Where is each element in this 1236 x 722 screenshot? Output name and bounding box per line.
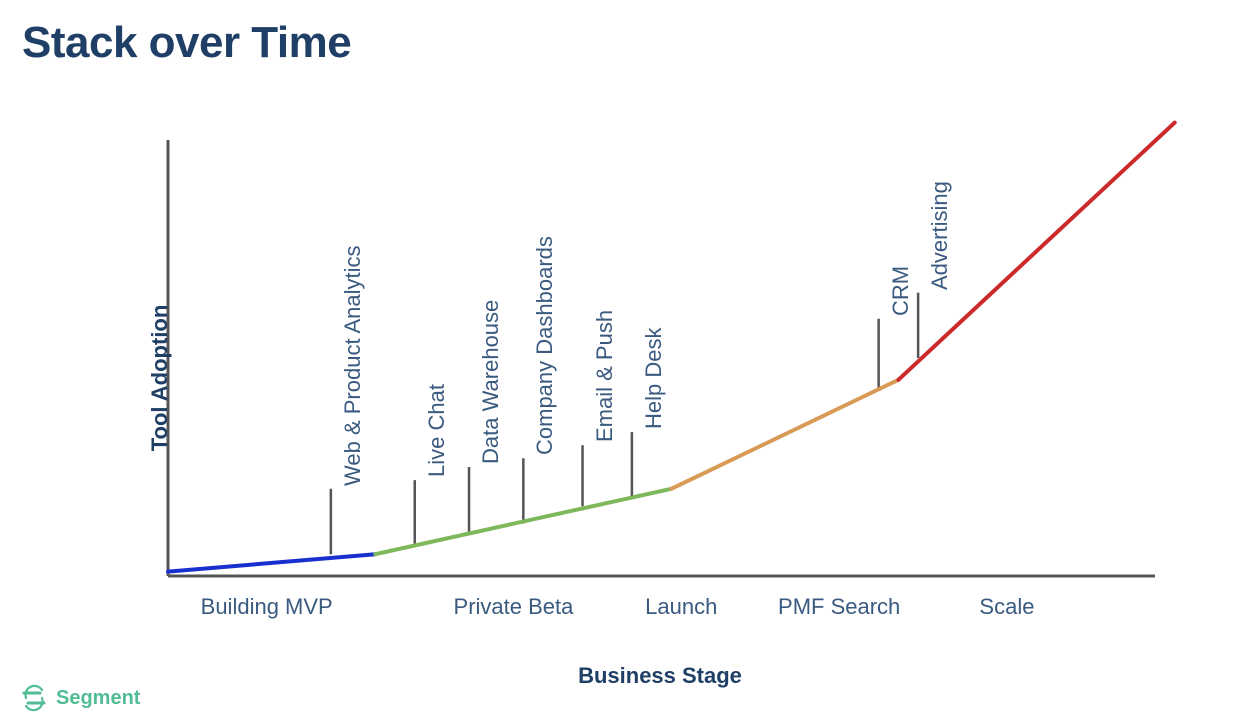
tool-label-1: Live Chat <box>423 384 449 478</box>
tool-label-0: Web & Product Analytics <box>339 245 365 486</box>
tool-label-3: Company Dashboards <box>532 236 558 456</box>
segment-logo-text: Segment <box>56 686 141 709</box>
tool-label-5: Help Desk <box>640 327 666 430</box>
stack-line-segment-3 <box>896 120 1177 382</box>
x-axis-label: Business Stage <box>578 663 742 688</box>
stage-label-3: PMF Search <box>778 594 901 619</box>
segment-logo: Segment <box>20 684 140 712</box>
tool-label-4: Email & Push <box>591 310 617 443</box>
stack-line-segment-2 <box>669 377 901 491</box>
tool-label-7: Advertising <box>927 180 953 290</box>
stage-label-0: Building MVP <box>200 594 333 619</box>
stage-label-1: Private Beta <box>453 594 574 619</box>
stage-label-2: Launch <box>645 594 718 619</box>
page-title: Stack over Time <box>22 18 352 67</box>
stack-line-segment-1 <box>373 486 674 557</box>
stage-label-4: Scale <box>979 594 1035 619</box>
tool-label-2: Data Warehouse <box>478 299 504 464</box>
segment-logo-icon <box>22 684 46 712</box>
stack-line-segment-0 <box>166 552 378 574</box>
y-axis-label: Tool Adoption <box>147 304 172 452</box>
tool-label-6: CRM <box>887 265 913 316</box>
